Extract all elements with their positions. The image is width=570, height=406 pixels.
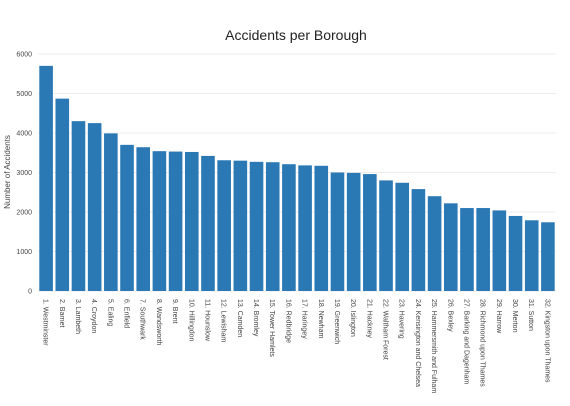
bar xyxy=(330,172,345,291)
x-tick-label: 29. Harrow xyxy=(495,299,502,334)
x-tick-label: 28. Richmond upon Thames xyxy=(479,299,486,387)
y-tick-label: 6000 xyxy=(16,52,32,59)
x-tick-label: 7. Southwark xyxy=(139,299,146,340)
x-tick-label: 13. Camden xyxy=(236,299,243,337)
x-tick-label: 6. Enfield xyxy=(123,299,130,328)
bar xyxy=(492,210,507,291)
bar xyxy=(282,164,296,291)
y-tick-label: 5000 xyxy=(16,91,32,98)
bar xyxy=(508,215,523,291)
x-tick-label: 9. Brent xyxy=(171,299,178,324)
x-tick-label: 26. Bexley xyxy=(446,299,453,332)
bar xyxy=(460,208,474,291)
x-tick-label: 32. Kingston upon Thames xyxy=(543,299,550,383)
x-tick-label: 11. Hounslow xyxy=(203,299,210,342)
bars xyxy=(39,65,555,292)
y-axis-ticks: 0 1000 2000 3000 4000 5000 6000 xyxy=(16,52,32,296)
x-tick-label: 30. Merton xyxy=(511,299,518,333)
x-tick-label: 1. Westminster xyxy=(42,299,49,346)
bar xyxy=(104,133,118,291)
x-tick-label: 19. Greenwich xyxy=(333,299,340,344)
x-tick-label: 14. Bromley xyxy=(252,299,259,337)
chart-title: Accidents per Borough xyxy=(225,27,367,43)
bar xyxy=(427,196,442,291)
x-tick-label: 27. Barking and Dagenham xyxy=(462,299,469,384)
bar xyxy=(217,160,231,291)
bar xyxy=(265,162,280,291)
bar xyxy=(314,165,329,291)
y-tick-label: 0 xyxy=(28,289,32,296)
x-tick-label: 8. Wandsworth xyxy=(155,299,162,346)
x-tick-label: 3. Lambeth xyxy=(74,299,81,334)
y-tick-label: 4000 xyxy=(16,131,32,138)
x-tick-label: 24. Kensington and Chelsea xyxy=(414,299,421,387)
bar xyxy=(443,203,458,291)
x-tick-label: 22. Waltham Forest xyxy=(382,299,389,360)
x-tick-label: 2. Barnet xyxy=(58,299,65,327)
x-tick-label: 25. Hammersmith and Fulham xyxy=(430,299,437,393)
x-axis-ticks: 1. Westminster 2. Barnet 3. Lambeth 4. Croy… xyxy=(42,299,551,393)
bar xyxy=(120,144,134,291)
x-tick-label: 17. Haringey xyxy=(301,299,308,339)
bar xyxy=(524,220,539,291)
bar xyxy=(541,222,555,291)
bar xyxy=(168,151,183,291)
bar xyxy=(395,182,410,291)
x-tick-label: 16. Redbridge xyxy=(284,299,291,343)
y-tick-label: 3000 xyxy=(16,170,32,177)
bar xyxy=(136,147,151,291)
bar xyxy=(184,151,199,291)
bar xyxy=(249,161,264,291)
x-tick-label: 10. Hillingdon xyxy=(187,299,194,342)
bar xyxy=(201,155,215,291)
bar xyxy=(55,98,70,291)
bar xyxy=(346,172,361,291)
x-tick-label: 4. Croydon xyxy=(90,299,97,333)
bar xyxy=(298,165,312,291)
bar xyxy=(411,189,426,291)
x-tick-label: 31. Sutton xyxy=(527,299,534,331)
bar xyxy=(233,160,248,291)
bar xyxy=(39,65,53,291)
bar xyxy=(152,151,167,291)
y-tick-label: 1000 xyxy=(16,249,32,256)
bar xyxy=(87,123,102,291)
y-tick-label: 2000 xyxy=(16,210,32,217)
x-tick-label: 12. Lewisham xyxy=(220,299,227,342)
x-tick-label: 5. Ealing xyxy=(106,299,113,326)
bar xyxy=(71,121,86,292)
x-tick-label: 20. Islington xyxy=(349,299,356,337)
x-tick-label: 15. Tower Hamlets xyxy=(268,299,275,357)
x-tick-label: 18. Newham xyxy=(317,299,324,338)
y-axis-label: Number of Accidents xyxy=(3,135,12,209)
bar xyxy=(476,208,490,291)
x-tick-label: 23. Havering xyxy=(398,299,405,339)
bar xyxy=(379,180,393,291)
bar xyxy=(363,174,377,291)
x-tick-label: 21. Hackney xyxy=(365,299,372,338)
